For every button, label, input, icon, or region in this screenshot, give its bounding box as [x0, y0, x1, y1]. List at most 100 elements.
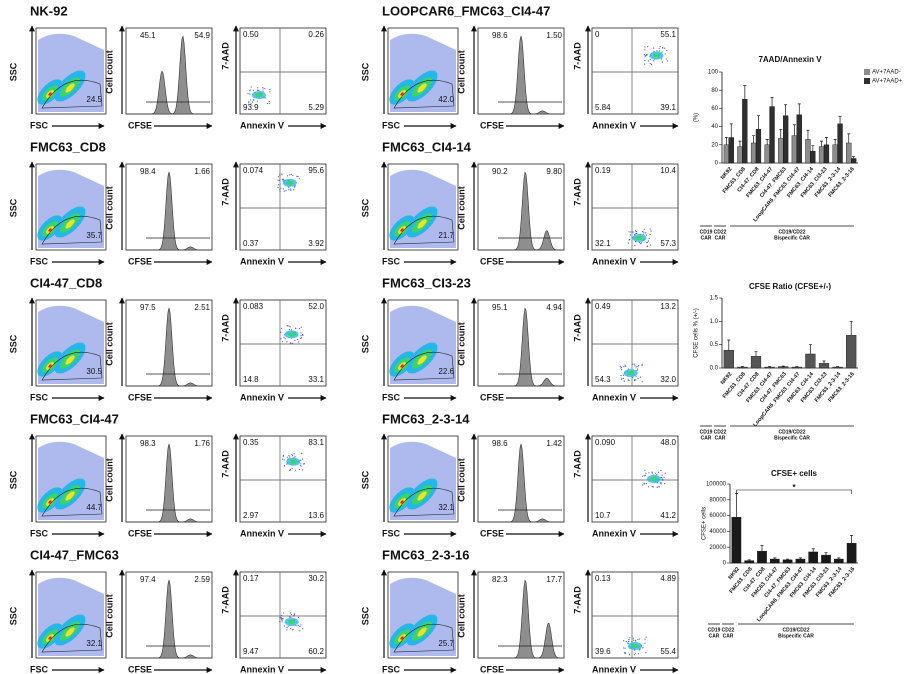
density-contour — [65, 219, 75, 229]
event-dot — [637, 365, 639, 368]
axis-label: CFSE — [128, 256, 152, 266]
event-dot — [634, 652, 636, 654]
event-dot — [289, 456, 291, 458]
quadrant-value: 0.13 — [595, 574, 611, 583]
quadrant-value: 32.0 — [660, 375, 676, 384]
event-dot — [290, 342, 292, 344]
event-dot — [278, 179, 281, 181]
axis-label: 7-AAD — [572, 450, 582, 478]
event-dot — [250, 86, 252, 88]
plot-frame — [591, 163, 679, 251]
event-dot — [637, 377, 639, 380]
event-dot — [630, 231, 632, 233]
event-dot — [639, 376, 642, 378]
group-label: CD19 — [700, 229, 713, 235]
sample-title: FMC63_CD8 — [30, 139, 106, 154]
axis-label: CFSE — [128, 664, 152, 674]
sample-title: FMC63_CI4-14 — [382, 139, 472, 154]
bar — [832, 366, 843, 369]
axis-label: Annexin V — [592, 392, 636, 402]
event-dot — [661, 51, 663, 53]
event-dot — [282, 454, 285, 456]
event-dot — [300, 337, 302, 339]
plot-frame — [591, 571, 679, 659]
event-dot — [646, 54, 648, 57]
event-dot — [638, 649, 640, 651]
event-dot — [295, 625, 297, 627]
bar — [737, 146, 743, 164]
cfse-left: 97.5 — [140, 303, 156, 312]
sample-title: CI4-47_CD8 — [30, 275, 102, 290]
gate — [393, 488, 455, 517]
plot-frame — [387, 163, 459, 251]
quadrant-value: 95.6 — [308, 166, 324, 175]
event-dot — [290, 627, 292, 630]
cfse-left: 95.1 — [492, 303, 508, 312]
quadrant-value: 55.4 — [660, 647, 676, 656]
axis-label: Cell count — [104, 186, 114, 230]
y-tick-label: 100000 — [706, 482, 727, 488]
y-tick-label: 1.5 — [710, 296, 719, 302]
event-dot — [286, 325, 289, 327]
axis-label: Cell count — [104, 458, 114, 502]
bar — [821, 554, 831, 564]
event-dot — [281, 619, 283, 621]
density-contour — [65, 355, 75, 365]
quadrant-value: 13.2 — [660, 302, 676, 311]
event-dot — [652, 486, 654, 488]
event-dot — [293, 188, 295, 191]
event-dot — [299, 625, 301, 627]
event-dot — [623, 366, 625, 368]
event-dot — [650, 230, 652, 232]
event-dot — [294, 185, 296, 188]
sample-title: CI4-47_FMC63 — [30, 547, 119, 562]
event-dot — [643, 228, 645, 230]
plot-frame — [239, 571, 327, 659]
event-dot — [291, 455, 294, 457]
event-dot — [279, 191, 281, 193]
event-dot — [646, 245, 649, 247]
axis-label: SSC — [8, 334, 18, 353]
quadrant-value: 2.97 — [243, 511, 259, 520]
axis-label: 7-AAD — [220, 314, 230, 342]
event-dot — [294, 339, 296, 341]
event-dot — [650, 63, 653, 66]
axis-label: SSC — [360, 62, 370, 81]
group-label: CD22 — [714, 229, 727, 235]
event-dot — [297, 338, 299, 341]
event-dot — [257, 89, 259, 91]
event-dot — [623, 647, 625, 649]
event-dot — [635, 376, 637, 378]
error-bar — [760, 545, 764, 552]
quadrant-value: 57.3 — [660, 239, 676, 248]
event-dot — [628, 379, 630, 381]
gate — [41, 624, 103, 653]
event-dot — [288, 325, 290, 327]
histogram — [126, 307, 212, 387]
event-cluster — [650, 477, 658, 481]
histogram — [126, 171, 212, 251]
y-axis-label: CFSE cells % (+/-) — [694, 308, 700, 358]
error-bar — [811, 548, 815, 552]
event-dot — [280, 614, 283, 617]
event-dot — [281, 327, 283, 329]
event-dot — [661, 478, 664, 480]
gate — [393, 80, 455, 109]
quadrant-value: 14.8 — [243, 375, 259, 384]
event-dot — [288, 186, 290, 188]
density-contour — [48, 228, 52, 232]
event-dot — [642, 484, 644, 486]
axis-label: Cell count — [456, 322, 466, 366]
axis-label: FSC — [30, 664, 49, 674]
plot-frame — [591, 435, 679, 523]
y-axis-label: CFSE+ cells — [702, 507, 708, 540]
quadrant-value: 39.1 — [660, 103, 676, 112]
gate-value: 22.6 — [438, 367, 454, 376]
gate-value: 32.1 — [438, 503, 454, 512]
error-bar — [734, 493, 738, 518]
group-label: CD19 — [708, 627, 721, 633]
legend-label: AV+7AAD- — [872, 70, 901, 76]
event-dot — [636, 369, 638, 372]
